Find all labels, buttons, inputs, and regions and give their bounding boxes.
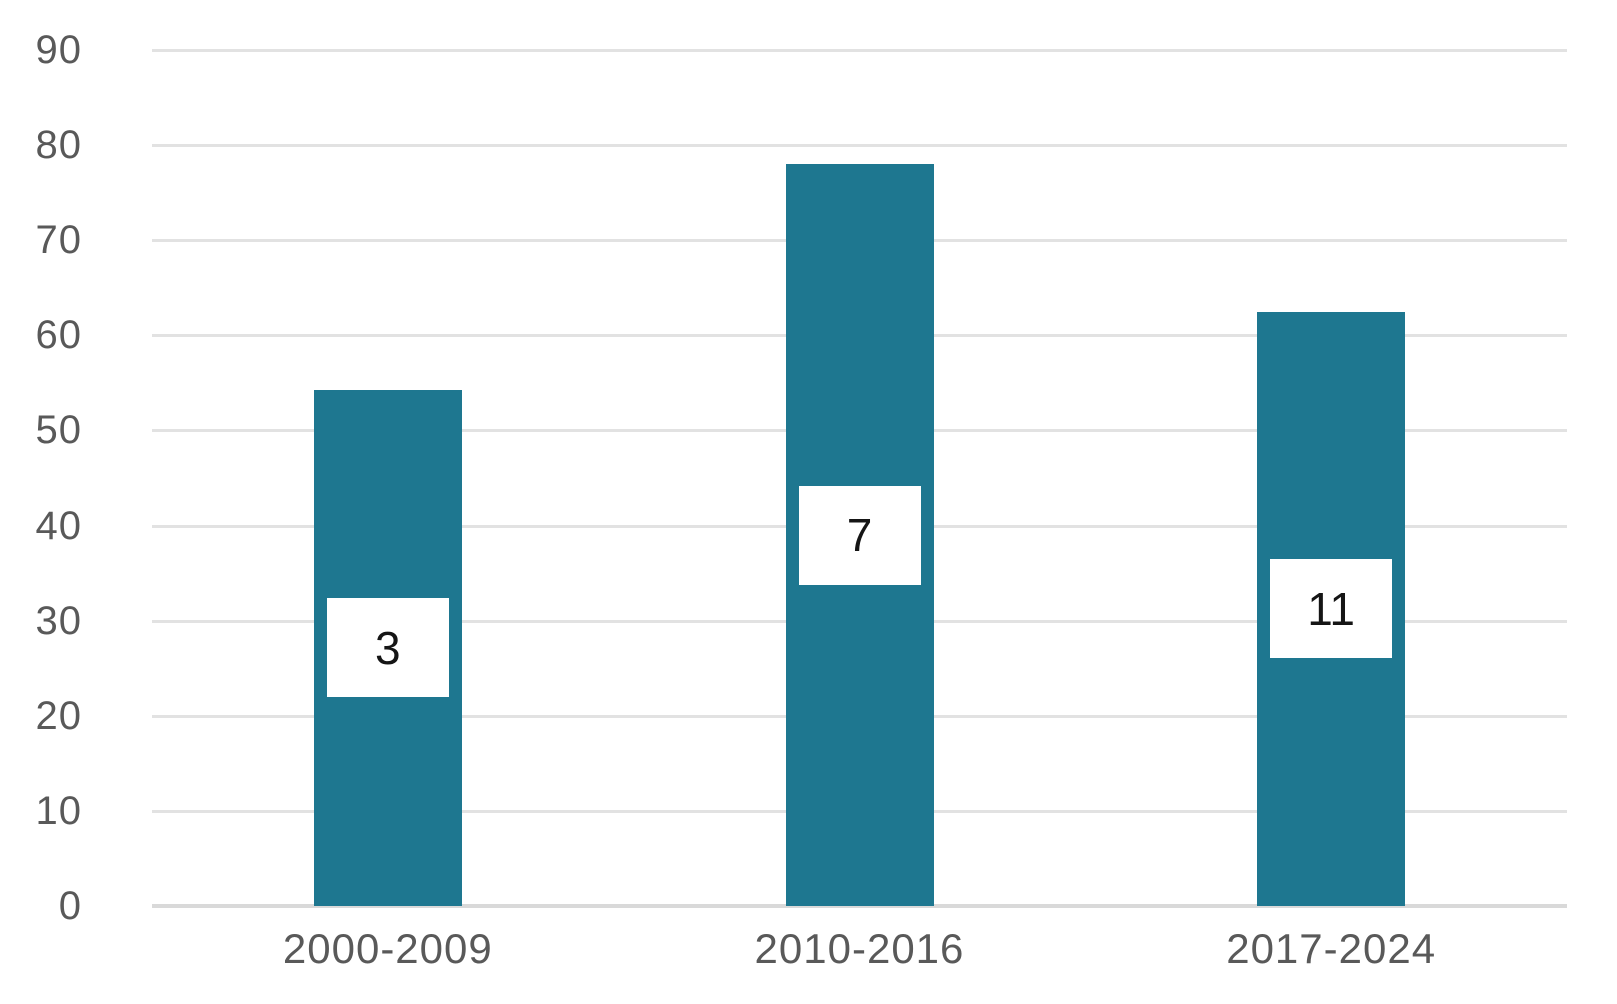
y-tick-label-80: 80 [35,123,82,168]
x-tick-label-2017-2024: 2017-2024 [1226,925,1437,972]
x-tick-label-2000-2009: 2000-2009 [282,925,493,972]
y-tick-label-30: 30 [35,598,82,643]
data-label-2000-2009: 3 [326,598,449,698]
y-tick-label-70: 70 [35,218,82,263]
y-tick-label-40: 40 [35,503,82,548]
y-tick-label-50: 50 [35,408,82,453]
y-tick-label-20: 20 [35,693,82,738]
y-tick-label-10: 10 [35,788,82,833]
gridline-80 [152,144,1567,148]
data-label-2010-2016: 7 [798,485,921,585]
x-tick-label-2010-2016: 2010-2016 [754,925,965,972]
gridline-90 [152,49,1567,52]
y-tick-label-60: 60 [35,313,82,358]
data-label-2017-2024: 11 [1270,559,1393,659]
y-tick-label-0: 0 [58,884,82,928]
x-axis-line [152,904,1567,908]
y-tick-label-90: 90 [35,28,82,72]
